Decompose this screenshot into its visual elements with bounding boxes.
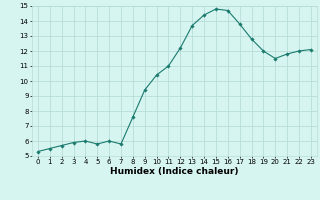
X-axis label: Humidex (Indice chaleur): Humidex (Indice chaleur) [110, 167, 239, 176]
